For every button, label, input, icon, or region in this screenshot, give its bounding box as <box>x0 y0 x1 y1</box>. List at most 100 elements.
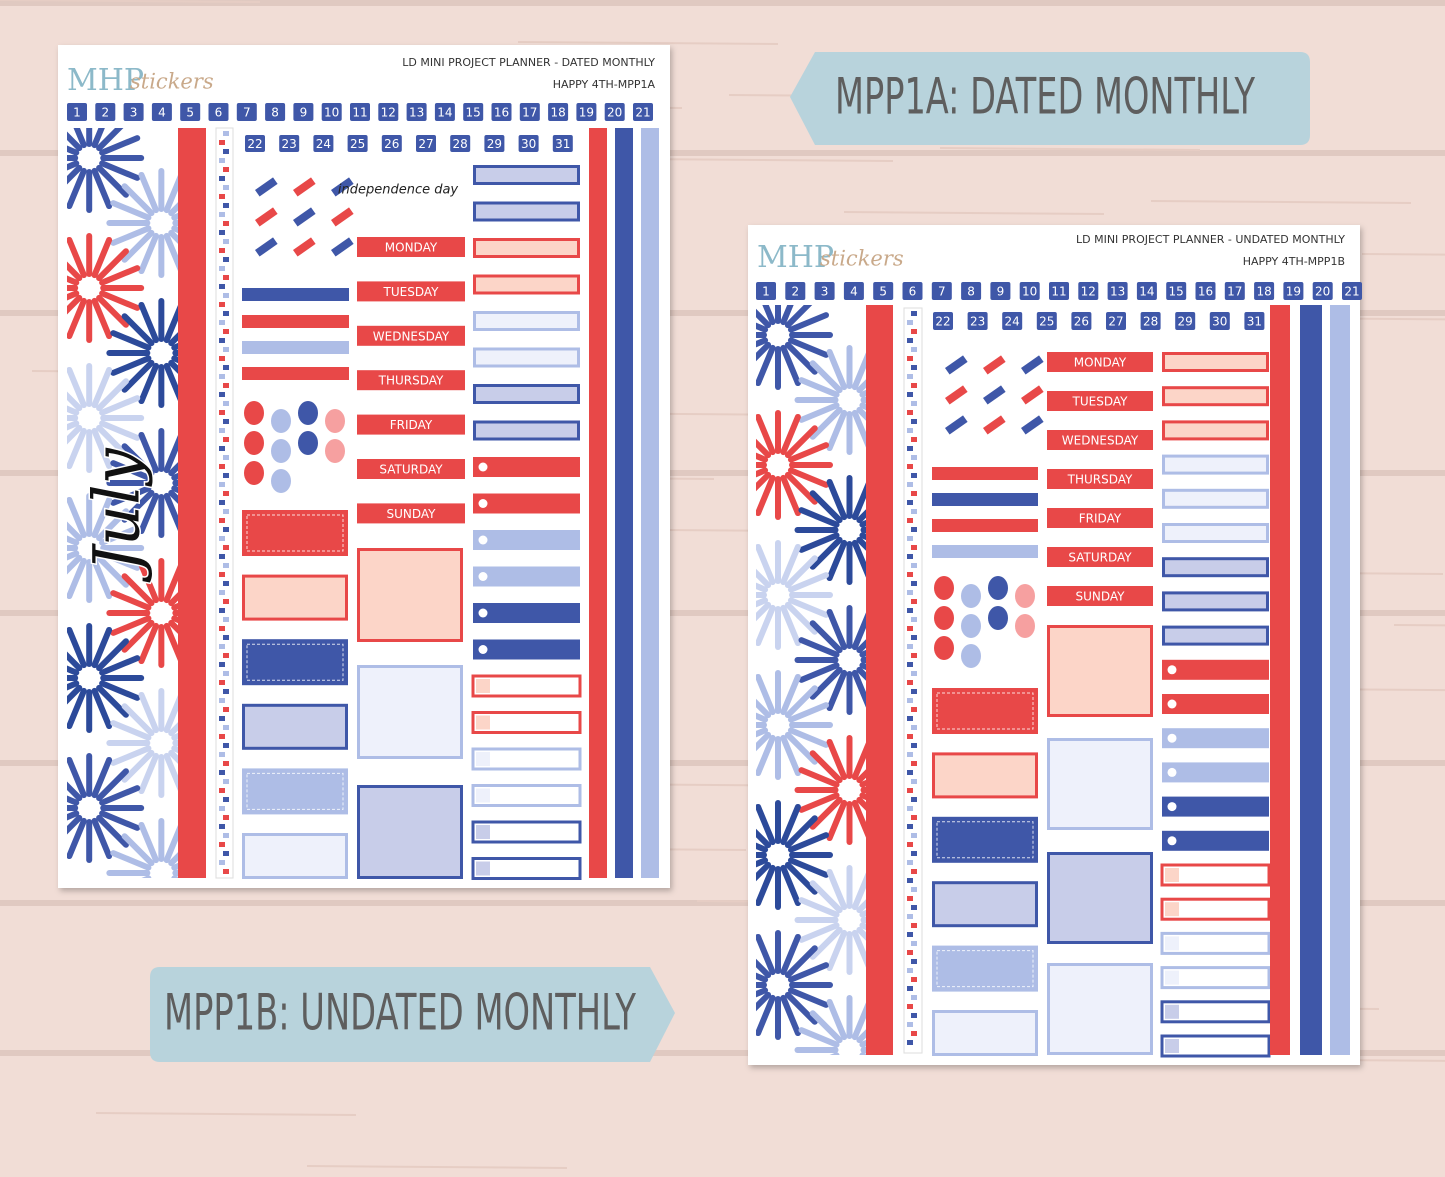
weekday-label: SUNDAY <box>386 507 436 521</box>
firework-ray <box>163 492 178 532</box>
pattern-dot <box>907 500 913 505</box>
sticker-inner <box>1165 423 1266 438</box>
date-box <box>293 103 314 121</box>
pattern-dot <box>223 185 229 190</box>
rocket <box>330 237 354 257</box>
firework-ray <box>91 756 113 799</box>
logo-word: stickers <box>130 70 214 94</box>
vertical-strip <box>1270 305 1290 1055</box>
date-number: 18 <box>550 106 565 120</box>
pattern-dot <box>223 509 229 514</box>
firework-ray <box>99 655 141 676</box>
weekday-label: THURSDAY <box>378 374 444 388</box>
firework-ray <box>91 496 113 539</box>
date-box <box>1244 312 1265 330</box>
date-number: 1 <box>73 106 81 120</box>
pattern-dot <box>223 797 229 802</box>
weekday-label-bg <box>357 237 465 257</box>
firework-ray <box>67 424 83 445</box>
date-box <box>519 103 540 121</box>
firework-ray <box>851 799 866 838</box>
sticker-bar <box>1162 728 1269 749</box>
firework-ray <box>826 929 848 972</box>
date-box <box>902 282 923 300</box>
firework-ray <box>784 471 818 505</box>
firework-ray <box>826 409 848 452</box>
date-box <box>313 135 334 152</box>
pattern-dot <box>219 662 225 667</box>
date-number: 25 <box>1039 315 1054 329</box>
date-box <box>434 103 455 121</box>
checkbox-bar <box>1160 897 1271 921</box>
weekday-label-bg <box>357 459 465 479</box>
date-box <box>933 312 953 330</box>
firework-ray <box>780 673 801 716</box>
wood-grain <box>632 158 894 162</box>
rocket <box>983 385 1006 405</box>
balloon <box>298 431 318 455</box>
pattern-dot <box>219 554 225 559</box>
pattern-dot <box>907 770 913 775</box>
firework-ray <box>798 792 840 813</box>
firework-ray <box>168 852 178 867</box>
firework-ray <box>856 406 866 421</box>
firework-ray <box>787 702 830 723</box>
rocket <box>292 177 316 197</box>
checkbox-bar <box>471 820 582 844</box>
firework-ray <box>67 817 87 860</box>
firework-ray <box>780 305 794 326</box>
sticker-box <box>242 639 348 686</box>
firework-ray <box>756 452 769 463</box>
pattern-dot <box>907 410 913 415</box>
pattern-dot <box>911 779 917 784</box>
stripe <box>242 288 349 301</box>
firework-ray <box>756 322 769 333</box>
firework-ray <box>787 832 830 853</box>
firework-ray <box>168 722 178 737</box>
firework-ray <box>809 490 843 524</box>
firework-ray <box>809 1010 843 1044</box>
date-box <box>552 135 573 152</box>
date-number: 14 <box>1139 285 1154 299</box>
pattern-dot <box>219 608 225 613</box>
firework-ray <box>756 673 776 716</box>
pattern-dot <box>907 860 913 865</box>
weekday-label-bg <box>1047 586 1153 606</box>
firework-ray <box>138 232 159 275</box>
firework-ray <box>787 467 830 488</box>
firework-ray <box>798 767 840 788</box>
firework-ray <box>856 796 866 811</box>
date-number: 19 <box>1286 285 1301 299</box>
tag-b: MPP1B: UNDATED MONTHLY <box>150 967 675 1062</box>
pattern-dot <box>223 437 229 442</box>
firework-ray <box>756 958 772 979</box>
firework-ray <box>784 555 818 589</box>
firework-ray <box>756 471 772 492</box>
pattern-dot <box>219 248 225 253</box>
firework-ray <box>110 850 152 871</box>
firework-ray <box>110 485 152 506</box>
pattern-dot <box>907 590 913 595</box>
date-box <box>1106 312 1126 330</box>
balloon <box>271 439 291 463</box>
date-number: 30 <box>521 137 536 151</box>
pattern-dot <box>911 959 917 964</box>
date-number: 1 <box>762 285 770 299</box>
firework-ray <box>756 727 769 738</box>
pattern-dot <box>219 194 225 199</box>
firework-ray <box>67 554 83 575</box>
firework-ray <box>121 703 155 737</box>
firework-ray <box>110 745 152 766</box>
pattern-dot <box>219 482 225 487</box>
weekday-label: FRIDAY <box>1079 512 1122 526</box>
sticker-inner <box>360 788 460 876</box>
weekday-label: FRIDAY <box>390 418 433 432</box>
sticker-inner <box>476 277 577 292</box>
firework-ray <box>787 727 830 748</box>
date-box <box>1071 312 1092 330</box>
firework-ray <box>756 308 772 329</box>
pattern-dot <box>907 356 913 361</box>
firework-ray <box>787 337 830 358</box>
red-strip <box>866 305 893 1055</box>
firework-ray <box>826 998 848 1041</box>
